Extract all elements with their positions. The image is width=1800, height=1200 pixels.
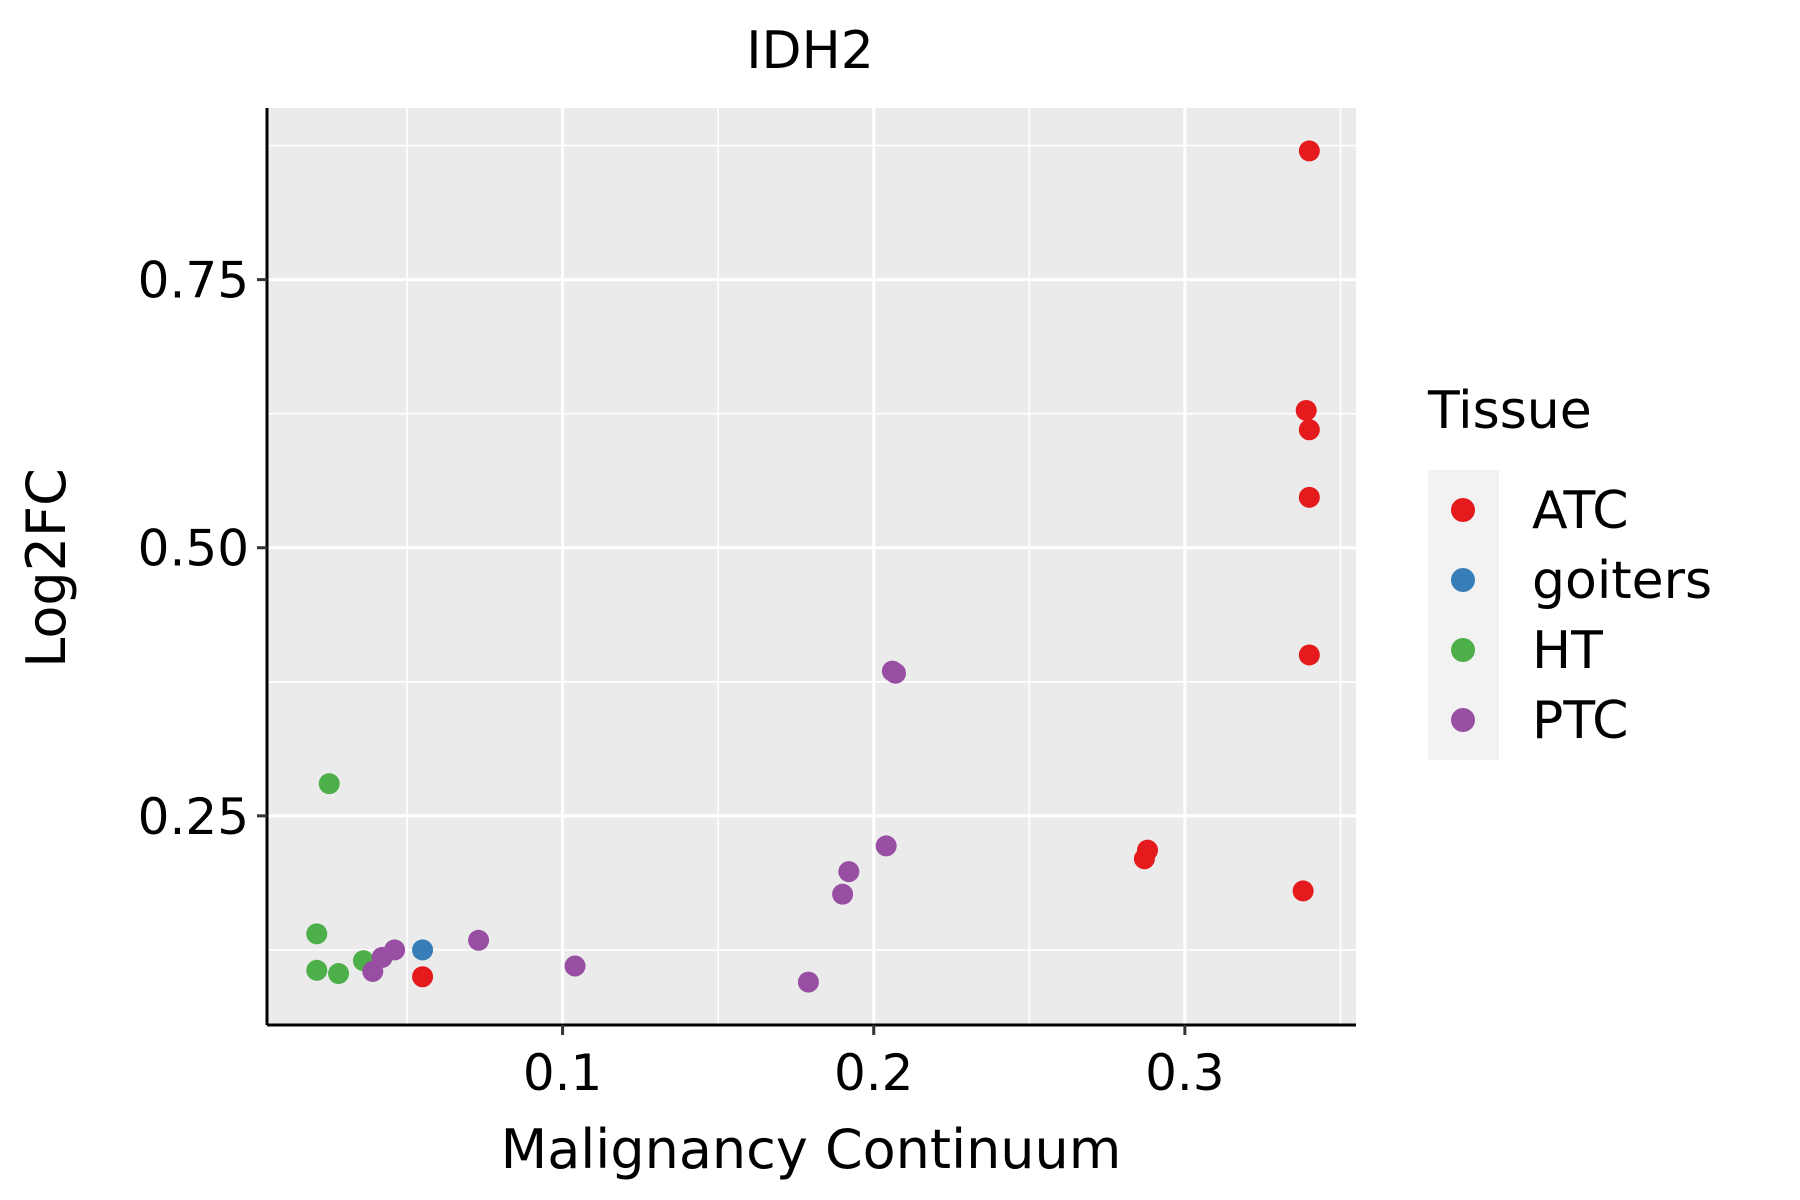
x-tick-label: 0.2 [834,1044,914,1102]
point-atc [1298,419,1320,441]
legend-label-ht: HT [1532,621,1603,681]
y-tick-label: 0.50 [138,520,249,578]
legend-title: Tissue [1427,381,1592,441]
x-axis-label: Malignancy Continuum [501,1118,1122,1181]
legend-marker-goiters [1451,568,1475,592]
chart-title: IDH2 [746,21,874,81]
point-ht [328,963,350,985]
point-ht [318,773,340,795]
point-atc [412,966,434,988]
tick-labels: 0.1 0.2 0.3 0.25 0.50 0.75 [138,252,1225,1102]
plot-background [267,108,1356,1025]
x-tick-label: 0.1 [523,1044,603,1102]
point-ptc [838,861,860,883]
grid-lines [267,108,1356,1025]
point-atc [1298,644,1320,666]
y-tick-label: 0.25 [138,788,249,846]
point-ptc [468,929,490,951]
legend-marker-ptc [1451,708,1475,732]
point-atc [1295,399,1317,421]
axes [257,108,1356,1035]
data-points [306,140,1320,993]
point-ptc [885,662,907,684]
legend-marker-ht [1451,638,1475,662]
y-axis-label: Log2FC [15,468,78,668]
point-goiters [412,939,434,961]
legend-label-ptc: PTC [1532,691,1628,751]
point-ptc [362,960,384,982]
point-ht [306,923,328,945]
legend: Tissue ATC goiters HT PTC [1427,381,1712,760]
legend-label-goiters: goiters [1532,551,1712,611]
point-atc [1133,848,1155,870]
point-ptc [564,955,586,977]
point-ht [306,959,328,981]
legend-label-atc: ATC [1532,481,1629,541]
point-atc [1292,880,1314,902]
point-ptc [832,883,854,905]
y-tick-label: 0.75 [138,252,249,310]
point-ptc [797,971,819,993]
x-tick-label: 0.3 [1145,1044,1225,1102]
point-atc [1298,486,1320,508]
point-ptc [875,835,897,857]
point-atc [1298,140,1320,162]
legend-marker-atc [1451,498,1475,522]
